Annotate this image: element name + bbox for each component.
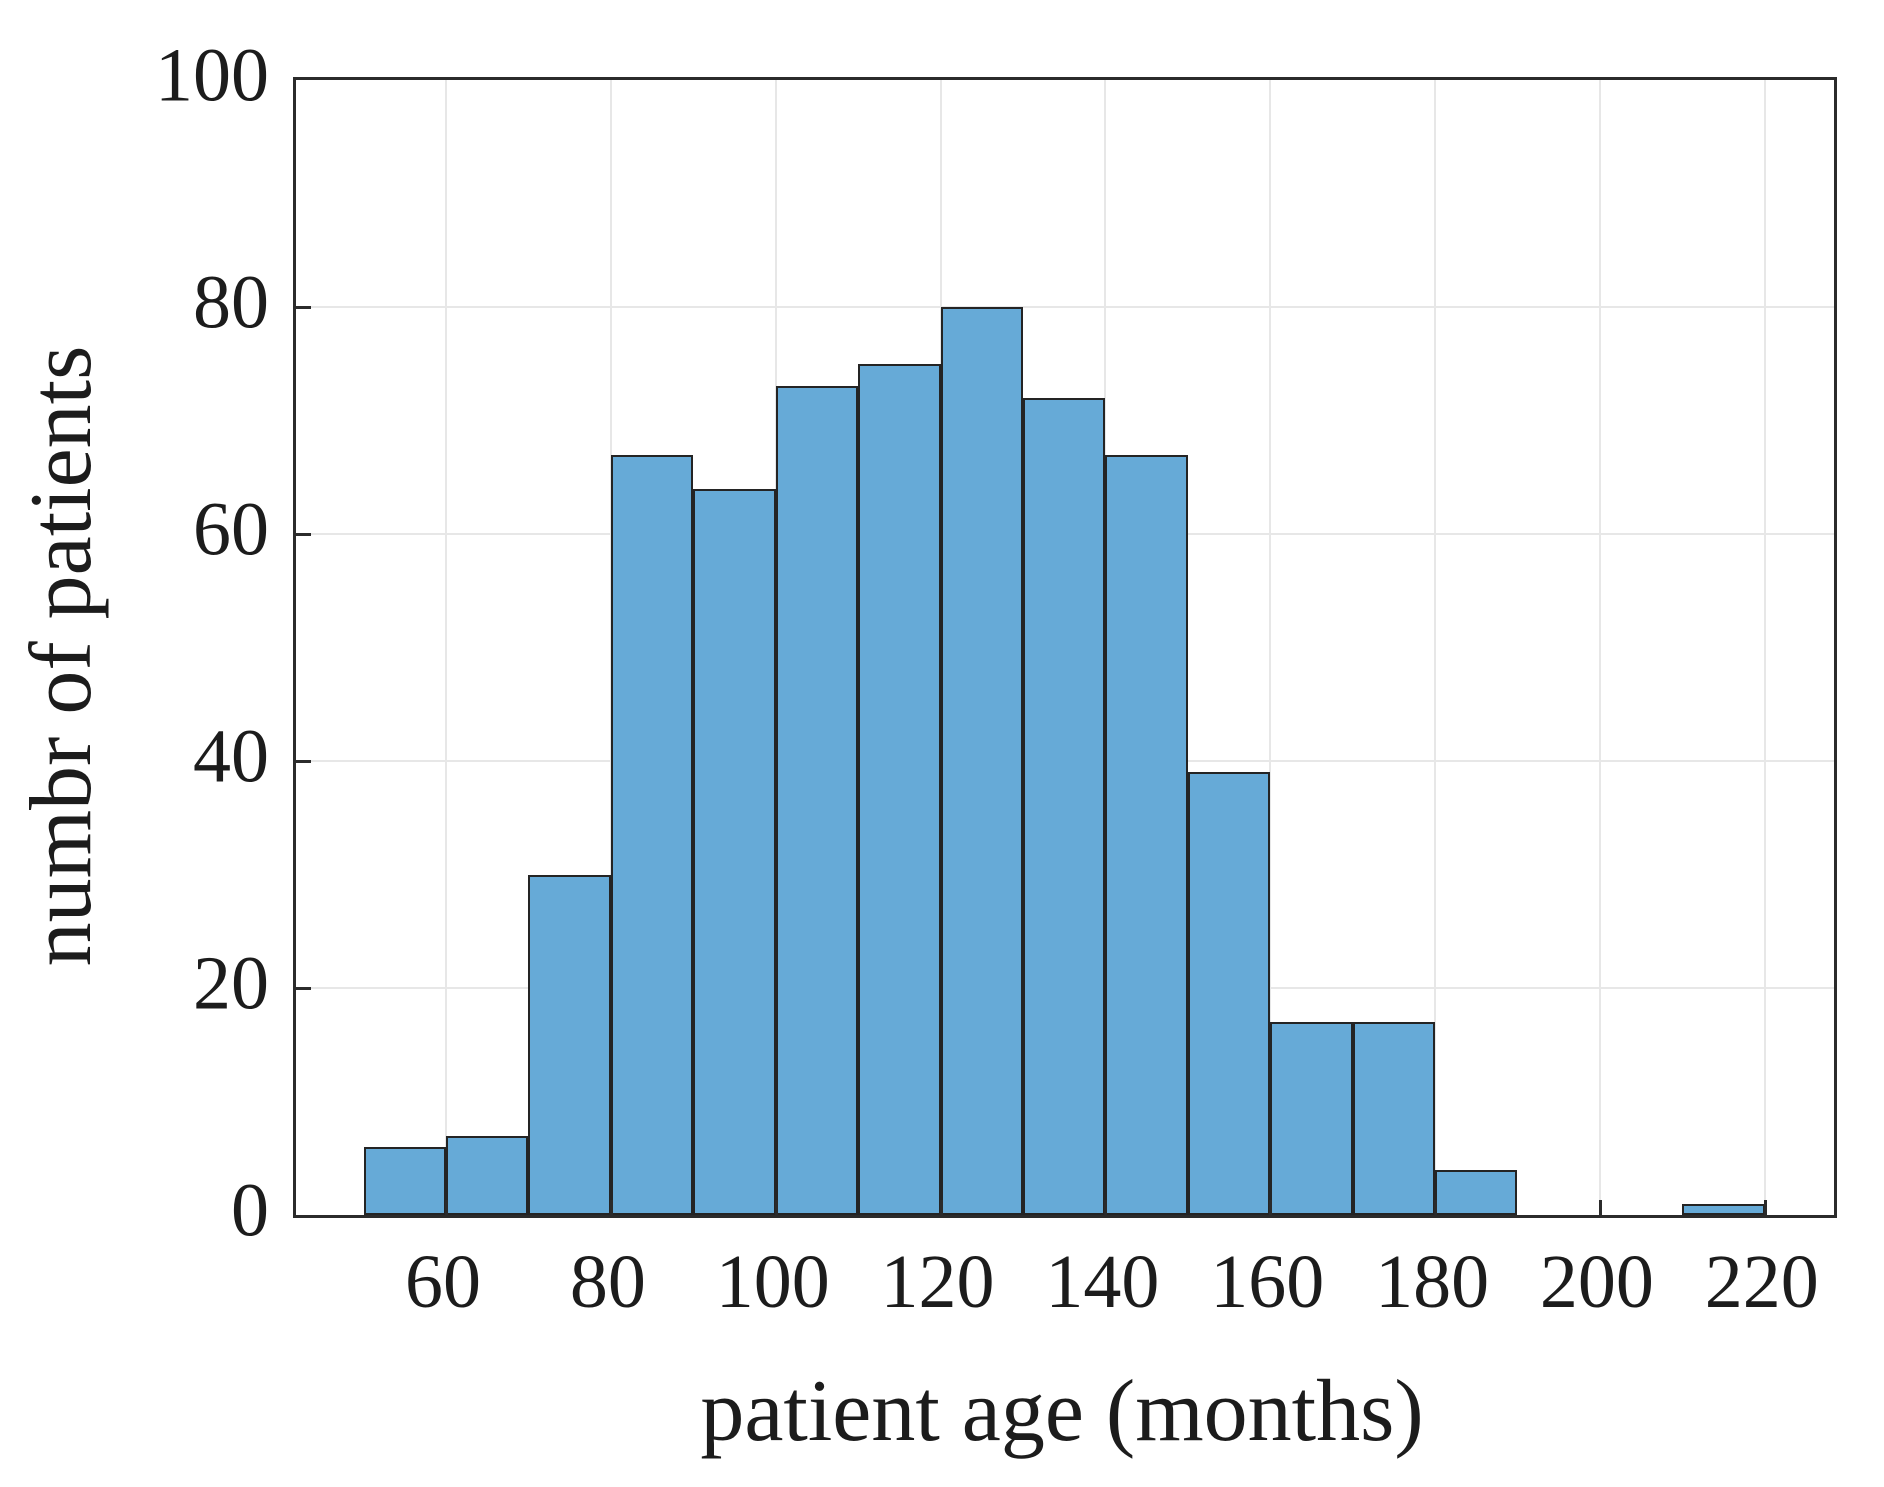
gridline-vertical bbox=[1598, 80, 1601, 1215]
x-tick-label: 200 bbox=[1539, 1240, 1654, 1324]
histogram-bar bbox=[528, 874, 611, 1215]
x-tick-mark bbox=[1104, 1200, 1108, 1215]
x-tick-mark bbox=[939, 1200, 943, 1215]
y-tick-mark bbox=[296, 306, 311, 309]
y-tick-label: 100 bbox=[155, 33, 269, 118]
x-tick-label: 80 bbox=[569, 1240, 646, 1324]
x-tick-mark bbox=[1763, 1200, 1767, 1215]
histogram-bar bbox=[610, 454, 694, 1215]
x-tick-label: 140 bbox=[1045, 1240, 1160, 1324]
gridline-vertical bbox=[1269, 80, 1272, 1215]
y-tick-mark bbox=[296, 533, 311, 536]
y-tick-mark bbox=[296, 987, 311, 990]
histogram-bar bbox=[1022, 397, 1106, 1215]
x-tick-mark bbox=[1269, 1200, 1273, 1215]
gridline-horizontal bbox=[296, 306, 1834, 308]
histogram-bar bbox=[446, 1135, 529, 1215]
y-axis-title: numbr of patients bbox=[13, 345, 110, 967]
histogram-bar bbox=[1105, 454, 1188, 1215]
gridline-vertical bbox=[445, 80, 447, 1215]
x-tick-mark bbox=[609, 1200, 613, 1215]
x-tick-label: 60 bbox=[405, 1240, 481, 1324]
y-tick-label: 0 bbox=[231, 1168, 269, 1253]
histogram-bar bbox=[1352, 1022, 1436, 1215]
y-tick-label: 40 bbox=[193, 714, 269, 799]
x-tick-mark bbox=[774, 1200, 778, 1215]
y-tick-mark bbox=[296, 760, 311, 763]
histogram-bar bbox=[1270, 1022, 1353, 1215]
histogram-bar bbox=[858, 363, 941, 1215]
plot-area bbox=[293, 77, 1837, 1218]
x-tick-mark bbox=[1434, 1200, 1438, 1215]
y-tick-label: 20 bbox=[193, 941, 269, 1026]
y-tick-label: 60 bbox=[193, 487, 269, 572]
histogram-bar bbox=[693, 488, 776, 1215]
histogram-bar bbox=[1435, 1169, 1518, 1215]
histogram-bar bbox=[363, 1146, 446, 1215]
x-tick-label: 220 bbox=[1704, 1240, 1819, 1324]
histogram-bar bbox=[1682, 1203, 1765, 1215]
gridline-vertical bbox=[1763, 80, 1766, 1215]
x-axis-title: patient age (months) bbox=[700, 1363, 1424, 1460]
x-tick-label: 100 bbox=[715, 1240, 830, 1324]
x-tick-label: 160 bbox=[1210, 1240, 1325, 1324]
histogram-bar bbox=[1187, 772, 1271, 1215]
x-tick-label: 120 bbox=[880, 1240, 995, 1324]
x-tick-mark bbox=[445, 1200, 448, 1215]
histogram-bar bbox=[940, 307, 1023, 1215]
gridline-vertical bbox=[1434, 80, 1437, 1215]
histogram-bar bbox=[775, 386, 859, 1215]
x-tick-label: 180 bbox=[1375, 1240, 1490, 1324]
y-tick-label: 80 bbox=[193, 260, 269, 345]
x-tick-mark bbox=[1598, 1200, 1602, 1215]
